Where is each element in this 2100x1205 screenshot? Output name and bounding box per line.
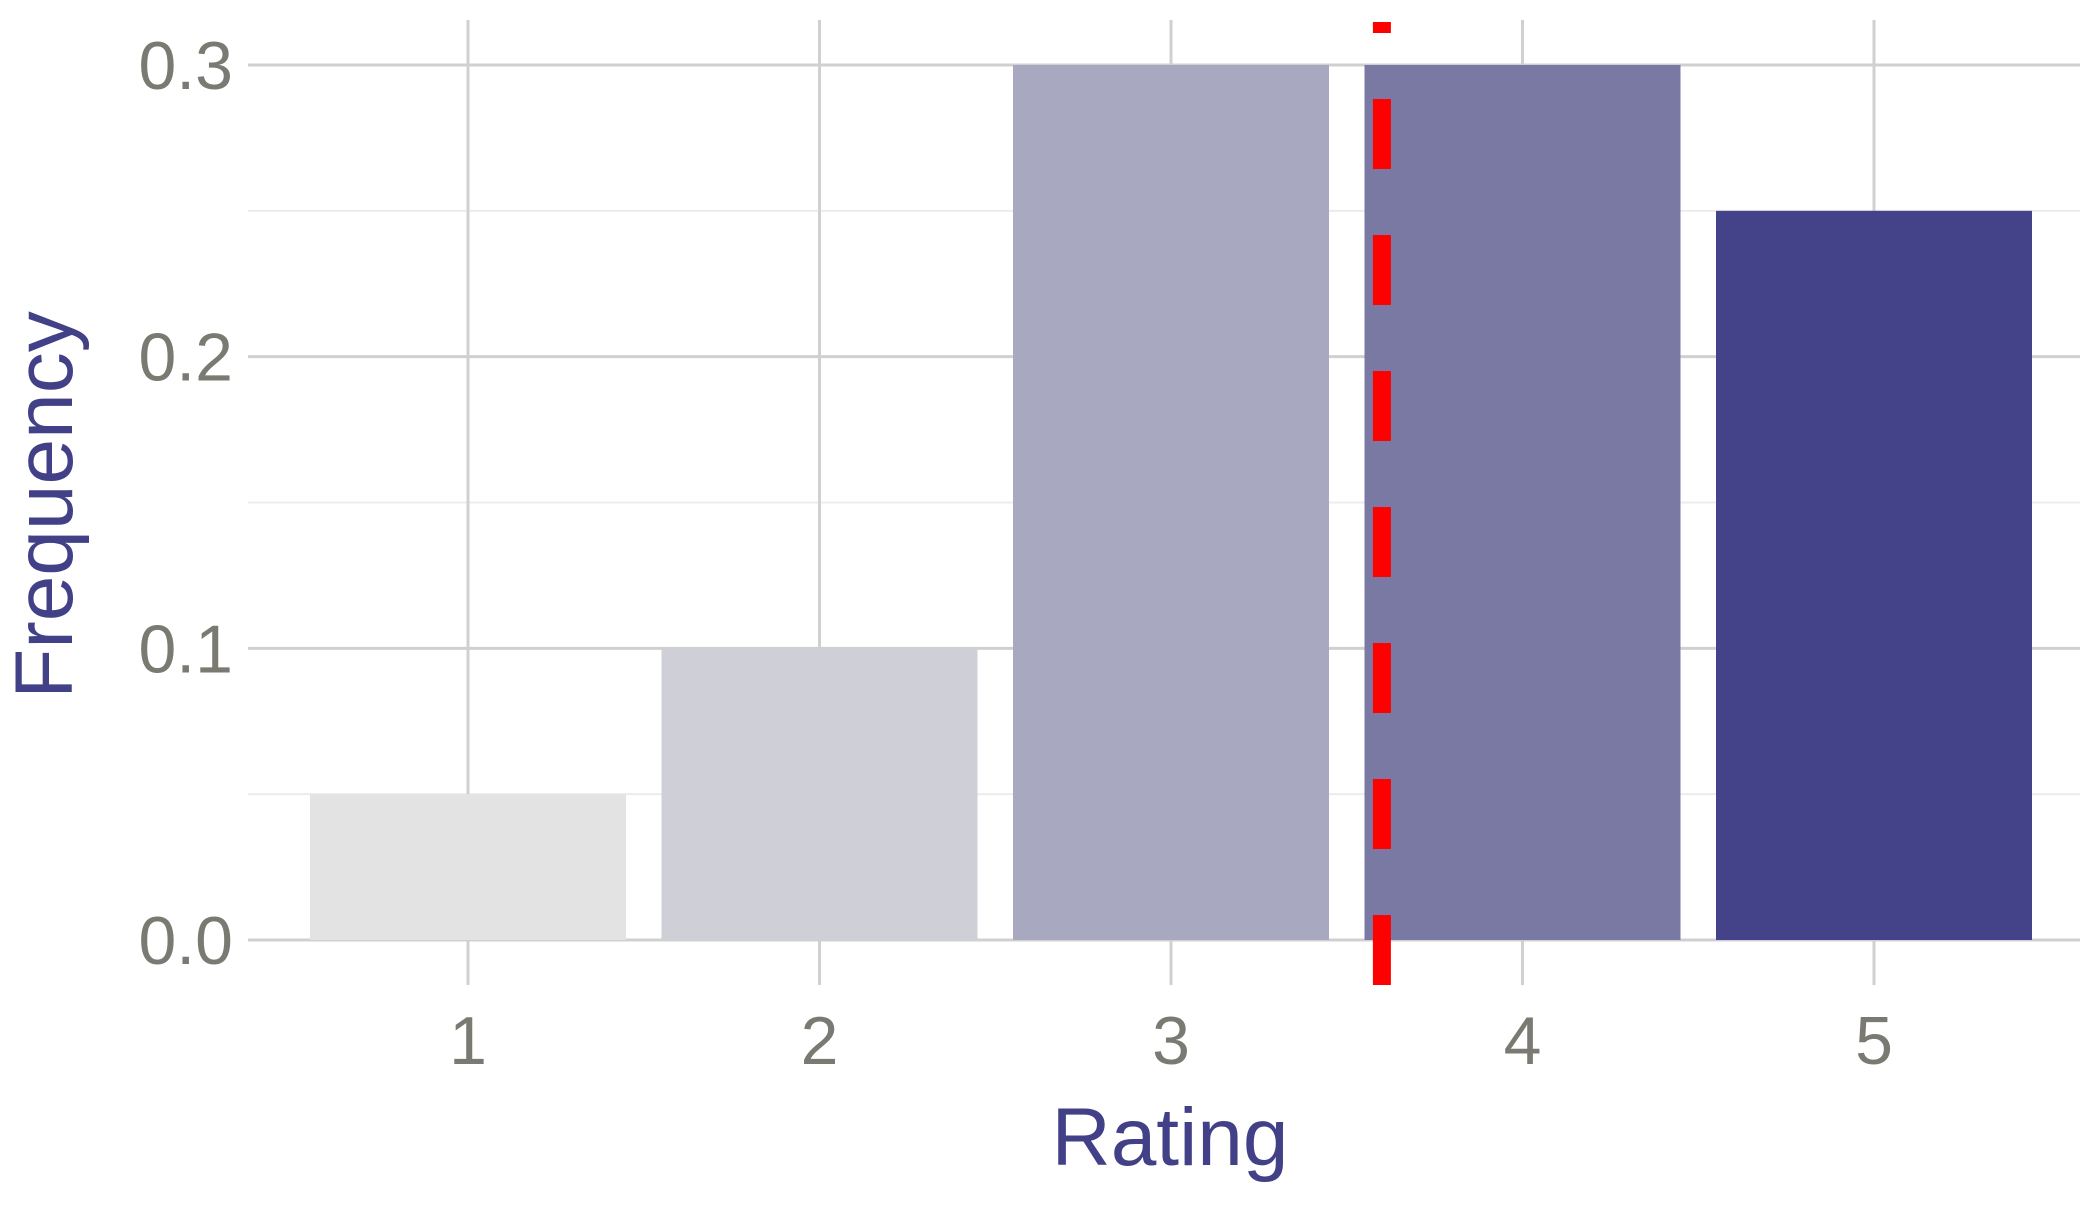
bar-rating-2 [661,648,978,940]
x-tick-label: 2 [801,1003,839,1079]
bar-rating-4 [1364,65,1681,940]
bar-rating-1 [310,794,626,940]
x-tick-label: 4 [1504,1003,1542,1079]
y-axis-title: Frequency [0,311,90,698]
x-tick-label: 3 [1152,1003,1190,1079]
x-tick-label: 1 [449,1003,487,1079]
bar-rating-3 [1013,65,1329,940]
tick-labels-layer: 0.0 0.1 0.2 0.3 1 2 3 4 5 [138,28,1892,1079]
y-tick-label: 0.1 [138,611,233,687]
bar-rating-5 [1716,210,2032,941]
x-tick-label: 5 [1855,1003,1893,1079]
y-tick-label: 0.0 [138,903,233,979]
bars-layer [310,65,2032,941]
y-tick-label: 0.2 [138,320,233,396]
y-tick-label: 0.3 [138,28,233,104]
x-axis-title: Rating [1051,1092,1288,1183]
